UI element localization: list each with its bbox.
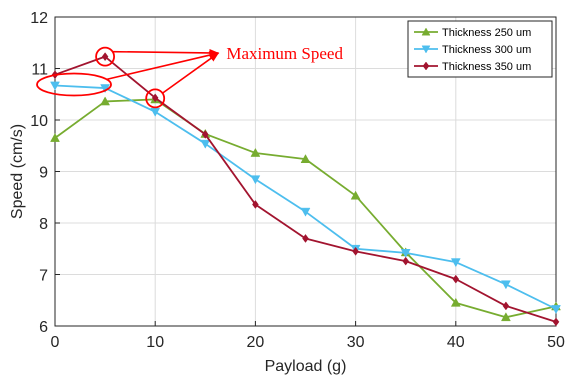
- data-point: [250, 147, 261, 157]
- y-axis: 6 7 8 9 10 11 12: [30, 10, 60, 336]
- y-tick-label: 10: [30, 113, 48, 130]
- annotation-arrow: [161, 52, 220, 95]
- y-tick-label: 12: [30, 10, 48, 27]
- y-tick-label: 7: [39, 268, 48, 285]
- legend-item: Thickness 350 um: [414, 61, 531, 73]
- x-axis-label: Payload (g): [265, 358, 347, 375]
- data-point: [402, 256, 410, 266]
- legend-item: Thickness 300 um: [414, 44, 531, 56]
- data-point: [400, 249, 411, 258]
- legend-marker: [421, 45, 431, 54]
- y-tick-label: 11: [31, 62, 48, 79]
- series-line: [54, 84, 557, 310]
- y-axis-label: Speed (cm/s): [9, 124, 26, 219]
- legend-label: Thickness 250 um: [442, 27, 531, 39]
- data-point: [50, 81, 60, 91]
- series-2: [50, 81, 561, 315]
- series-layer: [50, 52, 561, 327]
- highlight-ellipse: [36, 72, 112, 97]
- data-point: [50, 133, 60, 142]
- annotation-label: Maximum Speed: [226, 44, 343, 63]
- data-point: [150, 107, 161, 117]
- data-point: [250, 175, 261, 185]
- data-point: [502, 301, 510, 311]
- y-tick-label: 8: [39, 216, 48, 233]
- data-point: [552, 317, 560, 327]
- x-tick-label: 20: [247, 334, 265, 351]
- y-tick-label: 6: [39, 319, 48, 336]
- data-point: [300, 207, 311, 217]
- annotation: Maximum Speed: [36, 44, 343, 109]
- x-tick-label: 50: [547, 334, 565, 351]
- x-tick-label: 40: [447, 334, 465, 351]
- data-point: [450, 258, 461, 268]
- data-point: [151, 93, 159, 103]
- data-point: [201, 130, 209, 139]
- series-line: [54, 55, 557, 323]
- series-3: [51, 52, 560, 327]
- data-point: [500, 312, 511, 322]
- legend-marker: [422, 61, 430, 71]
- data-point: [101, 52, 109, 62]
- legend-item: Thickness 250 um: [414, 27, 531, 39]
- x-tick-label: 10: [146, 334, 164, 351]
- x-tick-label: 0: [51, 334, 60, 351]
- data-point: [302, 234, 309, 243]
- legend: Thickness 250 um Thickness 300 um Thicknes…: [407, 20, 553, 78]
- highlight-circle: [95, 46, 115, 67]
- data-point: [352, 246, 359, 256]
- x-axis: 0 10 20 30 40 50: [51, 321, 565, 351]
- data-point: [452, 274, 460, 284]
- data-point: [551, 305, 561, 315]
- data-point: [500, 280, 511, 290]
- data-point: [200, 139, 211, 149]
- legend-marker: [421, 27, 431, 36]
- data-point: [252, 200, 259, 209]
- data-point: [350, 190, 361, 200]
- y-tick-label: 9: [39, 165, 48, 182]
- legend-label: Thickness 300 um: [442, 44, 531, 56]
- x-tick-label: 30: [347, 334, 365, 351]
- data-point: [450, 297, 461, 307]
- legend-label: Thickness 350 um: [442, 61, 531, 73]
- annotation-arrow: [105, 51, 220, 81]
- data-point: [300, 154, 311, 163]
- highlight-circle: [145, 88, 166, 109]
- annotation-arrow: [112, 48, 220, 57]
- data-point: [100, 96, 111, 106]
